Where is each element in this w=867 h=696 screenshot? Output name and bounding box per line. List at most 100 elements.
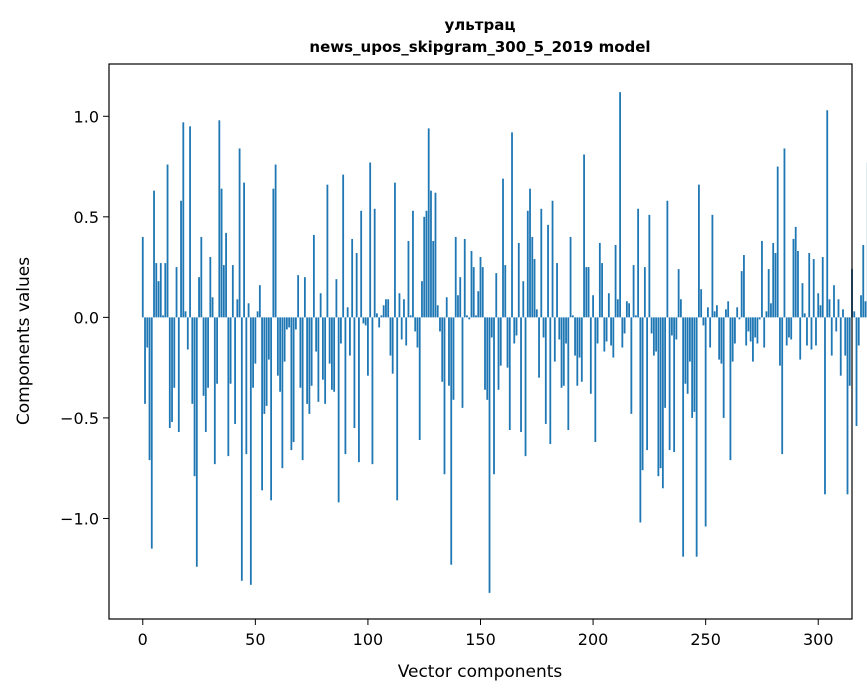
bar [821,257,824,318]
bar [756,317,759,344]
bar [222,265,225,318]
bar [274,164,277,318]
bar [610,317,612,346]
bar [691,317,694,418]
bar [247,303,250,318]
bar [670,317,673,336]
bar [171,317,173,422]
bar [430,190,432,318]
bar [538,317,540,378]
bar [432,240,435,318]
y-axis-label: Components values [14,257,34,425]
bar [254,317,257,364]
bar [175,267,178,318]
bar [682,317,685,557]
bar [619,92,621,318]
bar [213,317,216,465]
bar [616,299,619,318]
bar [490,317,493,338]
bar [360,210,363,318]
bar [833,285,835,318]
bar [578,317,581,358]
chart-subtitle: news_upos_skipgram_300_5_2019 model [309,38,650,56]
x-tick-label: 150 [465,630,496,649]
bar [349,317,351,356]
bar [200,236,203,318]
bar [391,317,394,374]
bar [452,317,455,400]
bar [340,317,342,344]
bar [184,311,187,318]
bar [240,317,243,581]
bar [614,244,617,318]
bar [720,317,723,364]
bar [225,232,227,318]
bar [837,299,840,318]
bar [502,178,504,318]
bar [790,317,793,340]
bar [409,315,412,318]
bar [776,166,779,318]
bar [596,317,599,344]
bar [155,263,158,318]
bar [625,301,628,318]
bar [319,293,322,318]
bar [389,317,392,356]
bar [686,317,689,394]
y-axis: 1.0 0.5 0.0 −0.5 −1.0 [60,107,109,528]
bar [272,188,275,318]
bar [828,299,831,318]
bar [574,317,576,356]
bar [416,317,419,348]
bar [403,299,405,318]
bar [441,317,444,382]
bar [146,317,149,348]
bar [263,317,266,414]
bar [819,305,822,318]
bar [387,299,390,318]
bar [371,317,374,465]
bar [722,317,725,418]
bar [470,251,473,318]
bar [700,289,703,318]
x-axis: 0 50 100 150 200 250 300 [138,619,834,649]
bar [839,317,842,376]
bar [711,214,714,318]
bar [445,297,448,318]
bar [630,317,633,414]
bar [324,317,327,404]
bar [855,317,858,426]
bar [504,265,507,318]
y-tick-label: 0.5 [74,208,99,227]
bar [331,317,333,390]
bar [493,317,495,475]
x-axis-label: Vector components [398,662,563,682]
bar [207,317,209,388]
bar [641,317,644,471]
x-tick-label: 200 [578,630,609,649]
bar [231,265,234,318]
bar [144,317,146,404]
bar [652,317,655,356]
bar [779,317,781,366]
bar [204,317,207,432]
bar [299,317,302,388]
bar [306,317,309,404]
bar [150,317,153,549]
bar [774,253,777,318]
bar [276,317,279,376]
bar [475,315,477,318]
bar [466,315,468,318]
bar [380,315,383,318]
bar [738,317,741,320]
bar [472,267,475,318]
bar [267,317,270,360]
bar [713,311,716,318]
bar [650,317,653,334]
bar [542,317,545,338]
bar [486,317,489,400]
bar [860,295,862,318]
bar [817,293,820,318]
bar [623,317,626,334]
bar [220,188,223,318]
